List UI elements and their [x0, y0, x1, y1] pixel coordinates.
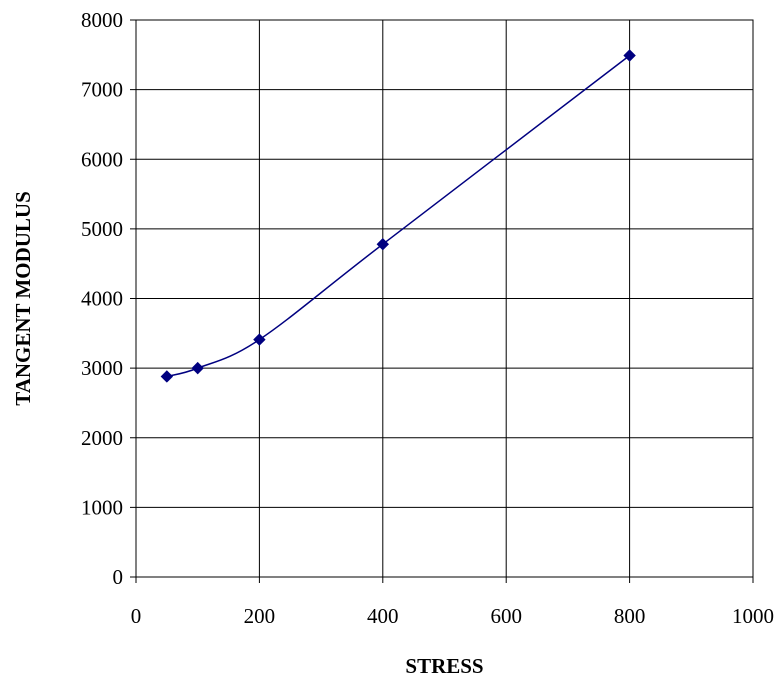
grid — [135, 19, 754, 578]
y-tick-label-5: 5000 — [81, 217, 123, 241]
y-tick-label-0: 0 — [113, 565, 124, 589]
x-tick-label-2: 400 — [367, 604, 399, 628]
series-line — [166, 54, 631, 378]
y-tick-label-4: 4000 — [81, 287, 123, 311]
y-tick-label-2: 2000 — [81, 426, 123, 450]
y-axis-title: TANGENT MODULUS — [11, 191, 35, 406]
x-tick-label-5: 1000 — [732, 604, 774, 628]
y-tick-label-7: 7000 — [81, 78, 123, 102]
data-point-0 — [160, 370, 174, 383]
x-tick-label-4: 800 — [614, 604, 646, 628]
x-axis-ticks: 0 200 400 600 800 1000 — [131, 577, 774, 628]
y-tick-label-3: 3000 — [81, 356, 123, 380]
y-tick-label-1: 1000 — [81, 495, 123, 519]
series-markers — [160, 49, 636, 383]
y-axis-ticks: 0 1000 2000 3000 4000 5000 6000 7000 8000 — [81, 8, 136, 589]
x-tick-label-3: 600 — [490, 604, 522, 628]
data-point-1 — [191, 361, 204, 375]
x-tick-label-0: 0 — [131, 604, 142, 628]
data-point-4 — [623, 49, 636, 62]
y-tick-label-8: 8000 — [81, 8, 123, 32]
y-tick-label-6: 6000 — [81, 147, 123, 171]
x-tick-label-1: 200 — [244, 604, 276, 628]
x-axis-title: STRESS — [405, 654, 483, 678]
data-point-2 — [253, 333, 266, 346]
data-point-3 — [376, 237, 390, 251]
